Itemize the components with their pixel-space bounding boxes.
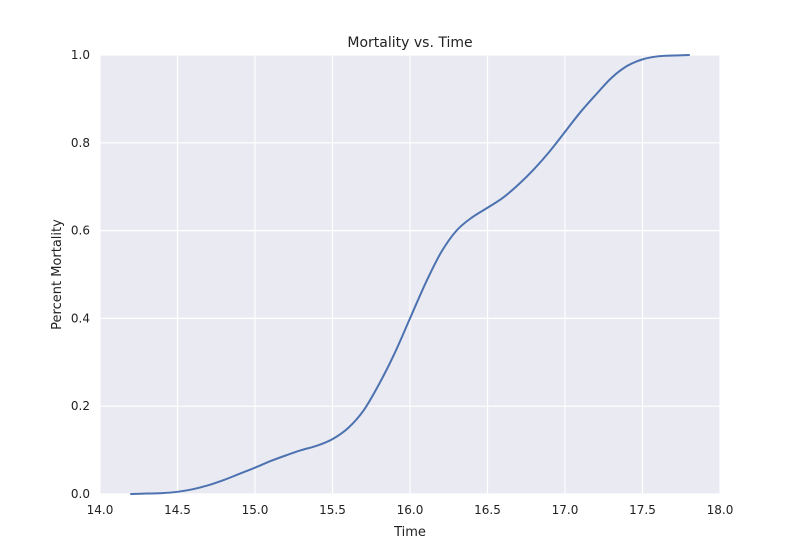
y-tick-label: 0.6 [71, 224, 90, 238]
y-tick-label: 0.2 [71, 399, 90, 413]
series-line-0 [130, 54, 690, 495]
chart-title: Mortality vs. Time [347, 35, 472, 51]
series-layer [130, 54, 690, 495]
x-tick-label: 17.5 [629, 503, 656, 517]
x-tick-label: 16.0 [397, 503, 424, 517]
x-tick-label: 18.0 [707, 503, 734, 517]
y-tick-label: 0.0 [71, 487, 90, 501]
x-tick-label: 16.5 [474, 503, 501, 517]
y-tick-label: 0.4 [71, 311, 90, 325]
x-tick-label: 15.5 [319, 503, 346, 517]
x-tick-label: 14.0 [87, 503, 114, 517]
y-tick-label: 1.0 [71, 48, 90, 62]
x-axis-label: Time [393, 525, 426, 540]
y-axis-label: Percent Mortality [50, 219, 65, 330]
tick-labels: 14.0 14.5 15.0 15.5 16.0 16.5 17.0 17.5 18.0 0.0 0… [71, 48, 733, 517]
y-tick-label: 0.8 [71, 136, 90, 150]
x-tick-label: 14.5 [164, 503, 191, 517]
x-tick-label: 17.0 [552, 503, 579, 517]
grid-lines [99, 54, 721, 495]
x-tick-label: 15.0 [242, 503, 269, 517]
